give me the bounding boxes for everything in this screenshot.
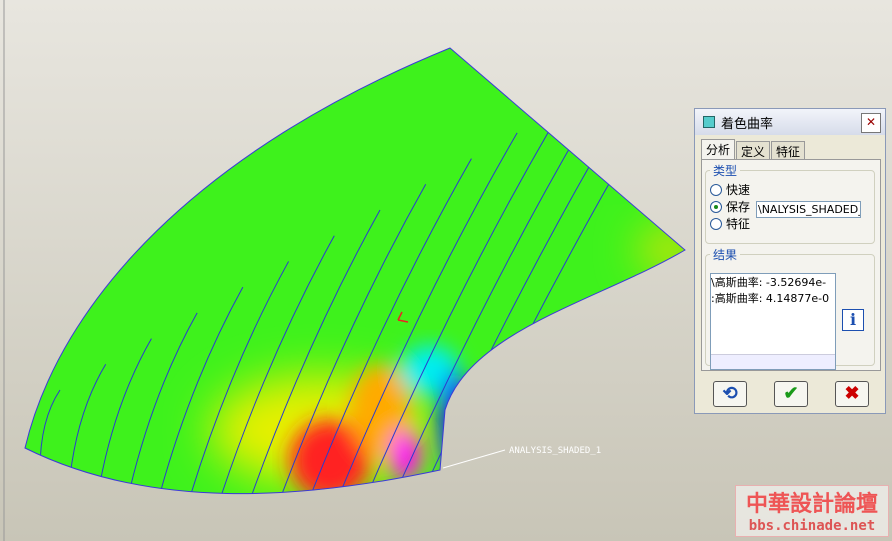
isoline [339, 132, 518, 494]
radio[interactable]: 快速 [710, 181, 870, 198]
leader-line [442, 449, 506, 469]
dialog-title: 着色曲率 [721, 116, 774, 132]
dialog: 着色曲率 ✕ 分析 定义 特征 类型 快速 保存 特征 \NALYSIS_SHA… [694, 108, 886, 414]
scrollbar[interactable] [711, 354, 835, 369]
model-label: ANALYSIS_SHADED_1 [509, 446, 601, 456]
isoline [189, 261, 290, 494]
tab[interactable]: 定义 [736, 141, 771, 161]
group-label: 类型 [713, 164, 738, 178]
watermark: 中華設計論壇 bbs.chinade.net [735, 485, 889, 537]
radio[interactable]: 特征 [710, 215, 870, 232]
tab-panel: 类型 快速 保存 特征 \NALYSIS_SHADED_2 结果 \高斯曲率: … [701, 159, 881, 371]
tab[interactable]: 分析 [701, 139, 736, 161]
result-group: 结果 \高斯曲率: -3.52694e- :高斯曲率: 4.14877e-0 i [705, 246, 875, 370]
ok-button[interactable]: ✔ [774, 381, 808, 407]
radio-label: 保存 [726, 200, 751, 214]
isoline [309, 158, 472, 494]
isoline [129, 312, 198, 489]
isoline [69, 364, 107, 477]
result-list[interactable]: \高斯曲率: -3.52694e- :高斯曲率: 4.14877e-0 [710, 273, 836, 370]
type-group: 类型 快速 保存 特征 \NALYSIS_SHADED_2 [705, 162, 875, 244]
isoline [159, 286, 244, 494]
result-line: :高斯曲率: 4.14877e-0 [711, 292, 830, 305]
watermark-url: bbs.chinade.net [748, 518, 876, 534]
radio-label: 快速 [726, 183, 751, 197]
cancel-button[interactable]: ✖ [835, 381, 869, 407]
isoline [279, 184, 427, 494]
info-button[interactable]: i [842, 309, 864, 331]
isoline [249, 209, 381, 494]
result-line: \高斯曲率: -3.52694e- [711, 276, 827, 289]
close-button[interactable]: ✕ [861, 113, 881, 133]
axis-marker [397, 311, 409, 323]
tab[interactable]: 特征 [771, 141, 806, 161]
title-bar: 着色曲率 [695, 109, 885, 135]
isoline [369, 106, 564, 489]
watermark-title: 中華設計論壇 [745, 491, 878, 517]
radio[interactable]: 保存 [710, 198, 870, 215]
repaint-button[interactable]: ⟲ [713, 381, 747, 407]
isoline [99, 338, 152, 484]
group-label: 结果 [713, 248, 738, 262]
name-field[interactable]: \NALYSIS_SHADED_2 [756, 201, 861, 218]
isoline [219, 235, 335, 494]
radio-label: 特征 [726, 217, 751, 231]
